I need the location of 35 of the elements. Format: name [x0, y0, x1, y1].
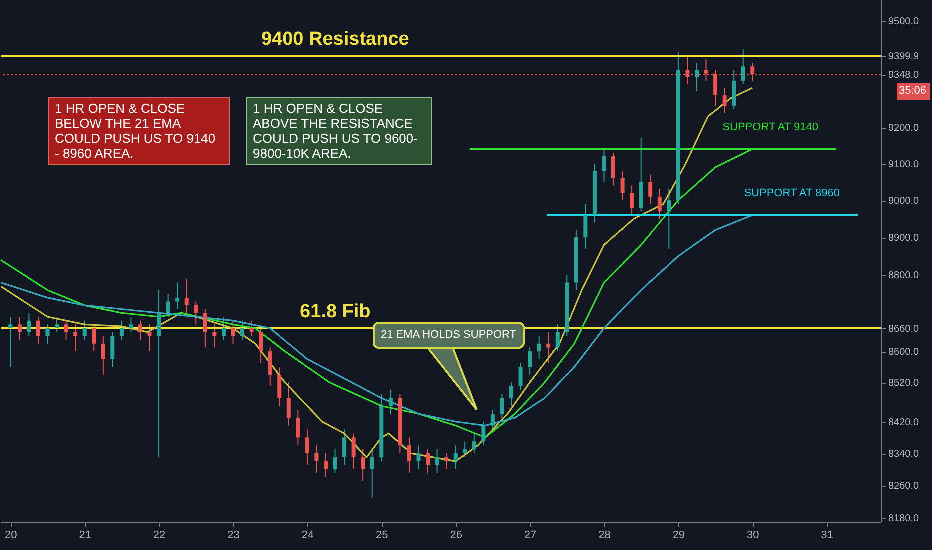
ref-line-label: 61.8 Fib	[300, 301, 371, 322]
series-label: SUPPORT AT 9140	[722, 121, 818, 134]
ref-line-label: 9400 Resistance	[261, 29, 410, 50]
x-tick-label: 27	[524, 530, 537, 542]
y-tick-label: 9000.0	[888, 196, 920, 208]
x-tick-label: 25	[376, 530, 388, 542]
annotation: 21 EMA HOLDS SUPPORT	[373, 322, 525, 349]
y-tick-label: 8180.0	[888, 513, 920, 524]
x-tick-label: 20	[5, 530, 18, 542]
y-tick-label: 8900.0	[888, 233, 920, 244]
series-label: SUPPORT AT 8960	[744, 187, 840, 200]
text: 35:06	[897, 83, 930, 100]
y-tick-label: 8660.0	[888, 324, 920, 335]
x-tick-label: 28	[598, 530, 611, 542]
y-tick-label: 9100.0	[888, 159, 920, 170]
x-tick-label: 22	[153, 530, 166, 542]
annotation: 1 HR OPEN & CLOSE ABOVE THE RESISTANCE COULD PUSH US TO 9600-9800-10K AREA.	[246, 97, 432, 165]
y-tick-label: 9348.0	[888, 70, 920, 82]
y-tick-label: 8800.0	[888, 270, 920, 282]
x-tick-label: 26	[450, 530, 462, 542]
y-tick-label: 8340.0	[888, 449, 920, 460]
x-tick-label: 31	[821, 530, 834, 542]
y-tick-label: 9399.9	[888, 52, 920, 63]
x-tick-label: 24	[302, 530, 314, 542]
y-tick-label: 9200.0	[888, 123, 920, 134]
x-tick-label: 30	[747, 530, 760, 542]
x-tick-label: 23	[228, 530, 240, 542]
y-tick-label: 9500.0	[888, 16, 920, 28]
y-tick-label: 8600.0	[888, 347, 920, 358]
y-tick-label: 8520.0	[888, 378, 920, 390]
y-tick-label: 8420.0	[888, 417, 920, 428]
annotation: 1 HR OPEN & CLOSE BELOW THE 21 EMA COULD PUSH US TO 9140 - 8960 AREA.	[48, 97, 230, 165]
y-tick-label: 8260.0	[888, 481, 920, 492]
x-tick-label: 29	[672, 530, 686, 542]
x-tick-label: 21	[79, 530, 92, 542]
